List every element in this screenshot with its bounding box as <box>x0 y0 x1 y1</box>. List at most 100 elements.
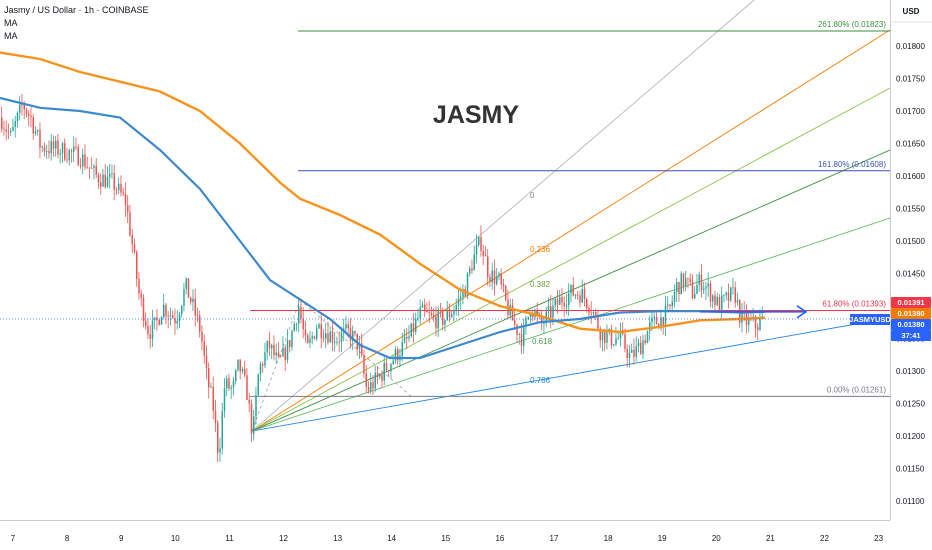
candle-body <box>133 244 136 253</box>
candle-body <box>736 300 739 303</box>
x-tick-label-11: 18 <box>604 534 613 543</box>
candle-body <box>586 298 588 308</box>
candle-body <box>268 340 271 349</box>
candle-body <box>676 282 678 292</box>
x-tick-label-7: 14 <box>387 534 396 543</box>
candle-body <box>649 322 651 332</box>
candle-body <box>156 317 158 321</box>
candle-body <box>181 305 183 315</box>
candle-body <box>59 153 61 155</box>
candle-body <box>435 316 437 329</box>
candle-body <box>383 363 385 381</box>
candle-body <box>624 333 626 350</box>
candle-body <box>34 131 37 134</box>
candle-body <box>541 315 543 324</box>
candle-body <box>381 374 383 381</box>
candle-body <box>271 344 273 349</box>
candle-body <box>442 310 444 325</box>
candle-body <box>284 347 286 361</box>
candle-body <box>673 291 676 302</box>
candle-body <box>349 328 352 341</box>
candle-body <box>266 340 268 353</box>
candle-body <box>419 307 421 318</box>
candle-body <box>140 293 142 298</box>
candle-body <box>201 331 203 342</box>
candle-body <box>460 296 462 299</box>
candle-body <box>43 146 46 152</box>
fan-line-1 <box>251 29 891 432</box>
candle-body <box>678 282 680 295</box>
candle-body <box>340 332 343 342</box>
price-badge-2: JASMYUSD <box>849 315 891 324</box>
candle-body <box>628 352 631 359</box>
candle-body <box>491 270 493 283</box>
candle-body <box>370 382 372 391</box>
x-tick-label-9: 16 <box>495 534 504 543</box>
candle-body <box>221 411 223 449</box>
candle-body <box>640 342 642 355</box>
candle-body <box>352 331 354 341</box>
price-badge-1: 0.01380 <box>897 309 924 318</box>
candle-body <box>248 399 250 404</box>
candle-body <box>365 373 367 387</box>
candle-body <box>77 147 79 166</box>
candle-body <box>511 304 514 321</box>
candle-body <box>532 315 534 318</box>
candle-body <box>149 334 151 339</box>
candle-body <box>91 168 93 169</box>
candle-body <box>480 237 482 252</box>
candle-body <box>689 278 691 282</box>
candle-body <box>223 388 226 412</box>
candle-body <box>694 293 696 299</box>
candle-body <box>280 356 282 357</box>
candle-body <box>232 380 235 388</box>
symbol-title[interactable]: Jasmy / US Dollar · 1h · COINBASE <box>4 5 149 15</box>
candle-body <box>516 324 518 335</box>
candle-body <box>552 305 554 318</box>
fan-line-2 <box>251 87 891 432</box>
candle-body <box>626 349 628 359</box>
candle-body <box>208 368 210 388</box>
candle-body <box>88 167 91 169</box>
price-badge-bg-2 <box>850 314 890 325</box>
candle-body <box>246 375 248 400</box>
candle-body <box>385 363 388 371</box>
candle-body <box>295 323 298 325</box>
candle-body <box>660 317 662 329</box>
candle-body <box>120 183 122 193</box>
ma-indicator-2[interactable]: MA <box>4 31 18 41</box>
y-tick-label-13: 0.01800 <box>896 42 925 51</box>
candle-body <box>199 315 201 332</box>
candle-body <box>363 354 365 374</box>
candle-body <box>190 297 192 303</box>
price-axis-bg <box>890 0 932 550</box>
candle-body <box>145 320 147 327</box>
price-badge-bg-1 <box>891 308 931 319</box>
candle-body <box>547 306 550 312</box>
candle-body <box>727 292 730 301</box>
candle-body <box>142 297 145 321</box>
candle-body <box>230 387 232 389</box>
candle-body <box>457 298 460 305</box>
candle-body <box>302 318 304 330</box>
candle-body <box>95 165 97 175</box>
candle-body <box>653 316 655 318</box>
candle-body <box>1 117 3 130</box>
candle-body <box>176 320 178 324</box>
candle-body <box>635 346 637 357</box>
ma-indicator-1[interactable]: MA <box>4 18 18 28</box>
y-tick-label-12: 0.01750 <box>896 75 925 84</box>
candle-body <box>255 395 257 417</box>
candle-body <box>50 141 52 154</box>
projection-arrow-head <box>796 305 808 319</box>
candle-body <box>361 343 363 355</box>
candle-body <box>669 304 671 307</box>
x-tick-label-1: 8 <box>65 534 70 543</box>
x-tick-label-15: 22 <box>820 534 829 543</box>
candle-body <box>97 174 100 183</box>
y-tick-label-10: 0.01650 <box>896 140 925 149</box>
candle-body <box>498 273 500 277</box>
ma-fast-line <box>0 96 766 360</box>
candle-body <box>367 386 370 391</box>
